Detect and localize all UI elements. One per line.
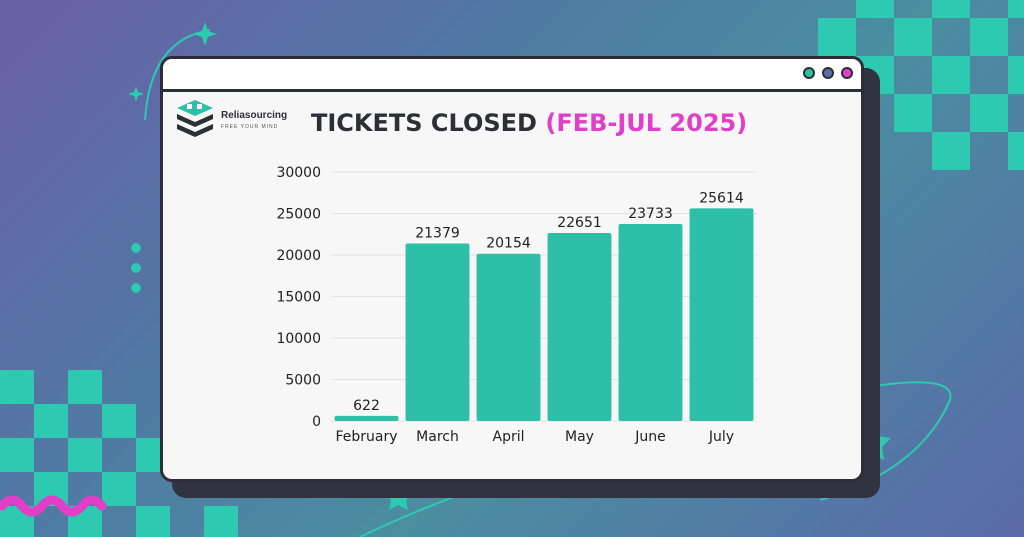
y-tick-label: 10000	[276, 331, 321, 347]
brand-name: Reliasourcing	[221, 110, 288, 121]
y-tick-label: 20000	[276, 248, 321, 264]
x-tick-label: February	[335, 429, 397, 445]
brand-tagline: FREE YOUR MIND	[221, 124, 279, 130]
data-label: 22651	[557, 215, 602, 231]
data-label: 20154	[486, 236, 531, 252]
bar	[547, 232, 612, 421]
data-label: 21379	[415, 226, 460, 242]
x-tick-label: June	[634, 429, 666, 445]
sparkle-icon	[128, 22, 217, 102]
dots-decor	[131, 243, 141, 293]
y-tick-label: 25000	[276, 207, 321, 223]
window-titlebar	[163, 59, 861, 92]
x-tick-label: April	[493, 429, 525, 445]
browser-window: Reliasourcing FREE YOUR MIND TICKETS CLO…	[160, 56, 864, 482]
x-tick-label: March	[416, 429, 459, 445]
brand-logo: Reliasourcing FREE YOUR MIND	[173, 96, 293, 146]
checker-pattern-top-right	[818, 0, 1024, 170]
data-label: 622	[353, 398, 380, 414]
y-tick-label: 0	[312, 414, 321, 430]
chart-title: TICKETS CLOSED	[311, 109, 537, 137]
checker-pattern-bottom-left	[0, 370, 238, 537]
x-tick-label: May	[565, 429, 594, 445]
y-tick-label: 30000	[276, 165, 321, 181]
x-tick-label: July	[708, 429, 734, 445]
data-label: 23733	[628, 206, 673, 222]
squiggle-decor	[0, 495, 107, 517]
y-tick-label: 15000	[276, 290, 321, 306]
bar	[476, 253, 541, 421]
chart-subtitle: (FEB-JUL 2025)	[545, 109, 748, 137]
bar	[689, 208, 754, 421]
green-dot-icon[interactable]	[803, 67, 815, 79]
bar-chart: 0 5000 10000 15000 20000 25000 30000 622 Februar…	[276, 165, 757, 445]
blue-dot-icon[interactable]	[822, 67, 834, 79]
data-label: 25614	[699, 190, 744, 206]
bar	[405, 243, 470, 421]
bar	[618, 224, 683, 421]
magenta-dot-icon[interactable]	[841, 67, 853, 79]
bar	[334, 415, 399, 421]
chart-title-line: TICKETS CLOSED (FEB-JUL 2025)	[311, 109, 747, 137]
layered-cube-icon	[177, 100, 213, 137]
y-tick-label: 5000	[285, 373, 321, 389]
